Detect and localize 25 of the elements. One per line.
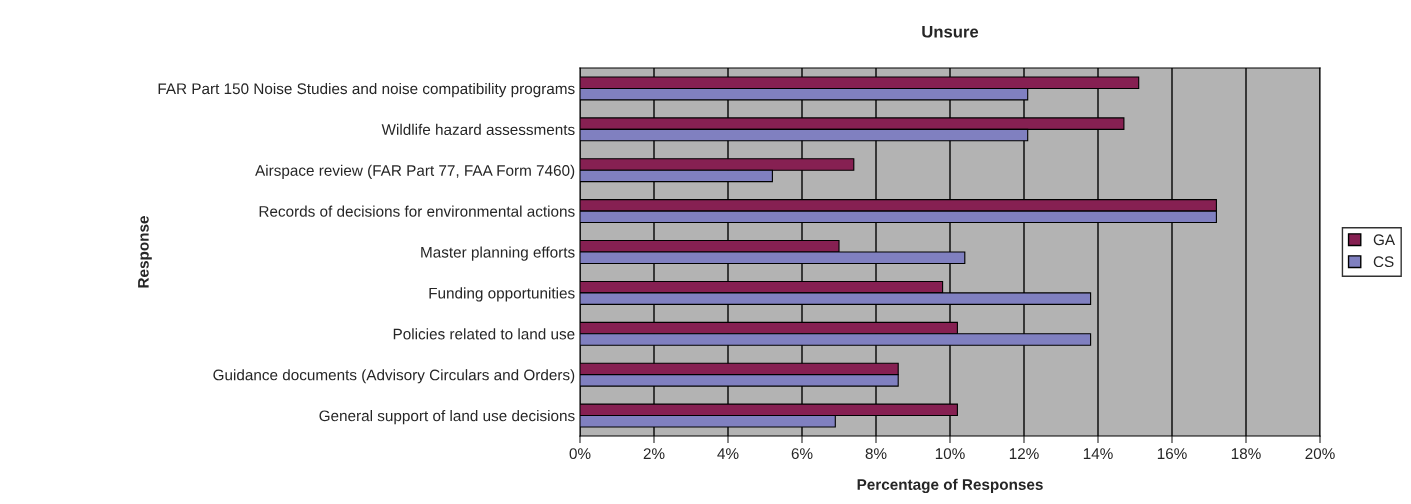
y-tick-label: Policies related to land use	[393, 328, 575, 340]
y-tick-label: Wildlife hazard assessments	[381, 123, 575, 136]
x-tick-label: 0%	[569, 448, 591, 460]
y-tick-label: Master planning efforts	[421, 246, 575, 261]
x-tick-label: 12%	[1009, 448, 1039, 459]
legend-label: CS	[1373, 256, 1394, 268]
x-tick-label: 6%	[791, 448, 813, 460]
y-tick-label: FAR Part 150 Noise Studies and noise compatibility programs	[158, 82, 575, 98]
x-tick-label: 8%	[865, 448, 887, 460]
x-tick-label: 14%	[1083, 448, 1113, 459]
y-axis-title: Response	[138, 216, 152, 288]
x-tick-label: 4%	[717, 448, 739, 459]
chart-title: Unsure	[922, 25, 979, 38]
y-tick-label: Records of decisions for environmental actions	[259, 205, 575, 217]
x-axis-title: Percentage of Responses	[857, 478, 1043, 494]
x-tick-label: 20%	[1305, 448, 1335, 460]
y-tick-label: General support of land use decisions	[319, 410, 575, 425]
y-tick-label: Guidance documents (Advisory Circulars and Orders)	[213, 369, 575, 384]
legend-label: GA	[1373, 234, 1396, 246]
y-tick-label: Airspace review (FAR Part 77, FAA Form 7460)	[255, 164, 575, 179]
y-tick-label: Funding opportunities	[429, 287, 575, 302]
x-tick-label: 18%	[1231, 448, 1261, 460]
x-tick-label: 2%	[643, 448, 665, 459]
x-tick-label: 10%	[935, 448, 965, 460]
x-tick-label: 16%	[1157, 448, 1187, 460]
